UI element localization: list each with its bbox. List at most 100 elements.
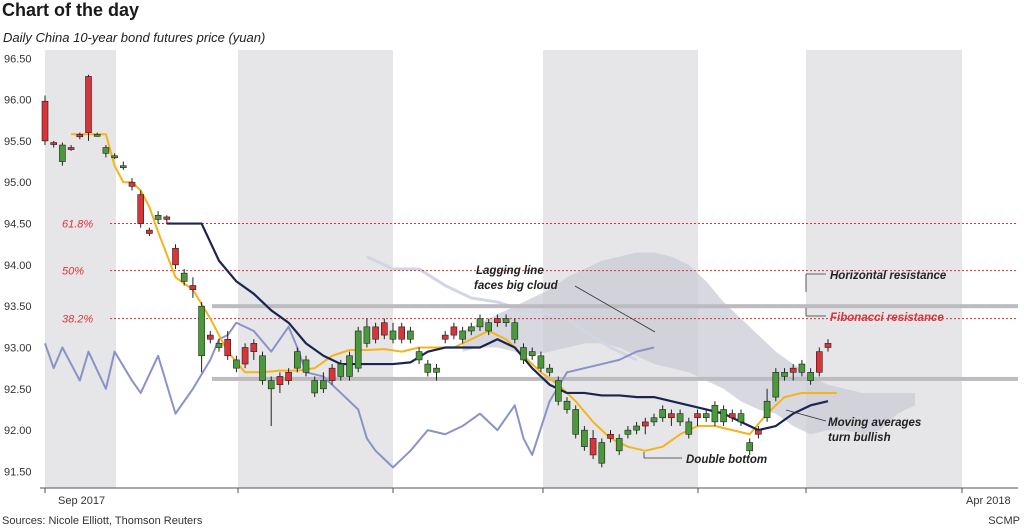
candle-body [146,229,153,234]
candle-body [111,155,118,159]
candle-body [180,272,188,282]
x-tick-label: Sep 2017 [58,495,105,507]
annotation-moving-averages: Moving averages [828,417,921,429]
candle-body [511,322,519,340]
candle-body [320,380,327,390]
candle-body [485,322,493,332]
annotation-leader [574,285,656,333]
candle-body [546,367,553,373]
moving-average-fast-line [71,133,837,452]
candle-body [772,372,780,398]
candle-body [128,181,136,187]
candle-body [267,380,275,390]
y-tick-label: 96.50 [4,53,32,65]
candle-body [241,347,249,365]
candle-body [59,144,66,162]
candle-body [154,214,162,220]
candle-body [189,285,197,290]
month-band [238,50,393,488]
candle-body [328,367,336,381]
source-note: Sources: Nicole Elliott, Thomson Reuters [2,515,203,527]
candle-body [76,133,84,138]
candle-body [93,133,101,137]
candle-body [276,376,284,385]
candle-body [224,338,231,357]
y-tick-label: 93.50 [4,301,32,313]
candle-body [163,216,171,220]
candle-body [746,442,754,452]
candle-body [702,413,710,419]
candle-body [415,351,423,361]
candle-body [476,318,484,328]
candle-body [467,326,475,332]
y-tick-label: 95.50 [4,136,32,148]
candle-body [50,142,58,145]
candle-body [433,367,440,373]
candle-body [581,429,588,447]
annotation-fibonacci-resistance: Fibonacci resistance [830,312,944,324]
publisher-credit: SCMP [988,515,1020,527]
annotation-moving-averages-2: turn bullish [828,432,891,444]
candle-body [41,100,49,142]
candle-body [659,409,667,419]
candle-body [633,425,640,431]
candle-body [354,330,362,369]
y-tick-label: 91.50 [4,466,32,478]
candle-body [528,351,536,357]
candle-body [537,355,545,369]
horizontal-resistance-band [212,304,1018,309]
annotation-horizontal-resistance: Horizontal resistance [830,270,947,282]
candle-body [807,372,814,381]
candle-body [589,438,597,456]
candle-body [685,421,693,435]
candle-body [572,409,580,435]
candle-body [67,147,75,150]
candle-body [502,318,510,324]
candle-body [694,413,701,419]
y-tick-label: 94.50 [4,219,32,231]
month-band [45,50,116,488]
candle-body [728,413,736,419]
chart-subtitle: Daily China 10-year bond futures price (… [3,30,266,45]
candle-body [755,429,762,435]
candle-body [407,330,414,340]
candle-body [363,326,371,344]
candle-body [172,248,179,266]
candle-body [650,417,658,423]
candle-body [720,409,727,423]
candle-body [380,322,388,336]
fibonacci-level-label: 50% [62,266,84,278]
y-tick-label: 92.50 [4,384,32,396]
candle-body [398,326,406,340]
candle-body [302,359,310,373]
annotation-leader [785,409,827,422]
x-tick-label: Apr 2018 [966,495,1011,507]
candle-body [563,400,571,410]
candle-body [781,372,788,377]
candle-body [763,400,771,419]
y-tick-label: 93.00 [4,343,32,355]
fibonacci-level-label: 38.2% [62,314,93,326]
candle-body [598,442,606,464]
candle-body [198,305,205,357]
candle-body [424,363,432,373]
candle-body [607,433,614,439]
candle-body [215,343,223,348]
y-tick-label: 94.00 [4,260,32,272]
candle-body [259,355,266,381]
candle-body [450,326,458,336]
candle-body [293,351,301,369]
candle-body [624,429,632,435]
candle-body [798,363,806,373]
candle-body [207,334,214,340]
y-tick-label: 95.00 [4,177,32,189]
candle-body [494,318,501,324]
annotation-lagging-line: Lagging line [476,265,544,277]
candle-body [372,326,379,340]
fibonacci-level-label: 61.8% [62,219,93,231]
candle-body [615,438,623,452]
support-band [212,376,1018,381]
candle-body [676,413,684,423]
candle-body [520,347,527,361]
